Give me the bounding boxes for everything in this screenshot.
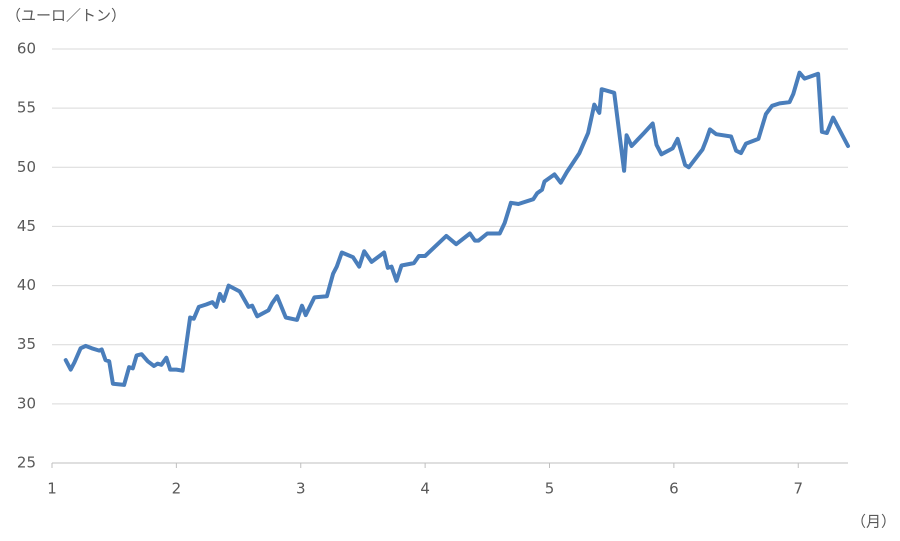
line-series bbox=[63, 70, 850, 387]
x-tick-label: 5 bbox=[545, 480, 555, 498]
y-tick-label: 50 bbox=[17, 158, 36, 176]
y-tick-label: 40 bbox=[17, 276, 36, 294]
x-tick-label: 4 bbox=[420, 480, 430, 498]
y-axis-label: （ユーロ／トン） bbox=[6, 7, 126, 25]
x-tick-label: 1 bbox=[47, 480, 57, 498]
x-tick-label: 3 bbox=[296, 480, 306, 498]
y-tick-label: 30 bbox=[17, 394, 36, 412]
x-tick-label: 7 bbox=[793, 480, 803, 498]
x-axis-label: （月） bbox=[851, 513, 896, 531]
y-tick-label: 35 bbox=[17, 335, 36, 353]
y-tick-label: 55 bbox=[17, 99, 36, 117]
y-tick-label: 60 bbox=[17, 40, 36, 58]
x-tick-label: 6 bbox=[669, 480, 679, 498]
y-tick-label: 25 bbox=[17, 454, 36, 472]
x-tick-label: 2 bbox=[172, 480, 182, 498]
y-tick-label: 45 bbox=[17, 217, 36, 235]
